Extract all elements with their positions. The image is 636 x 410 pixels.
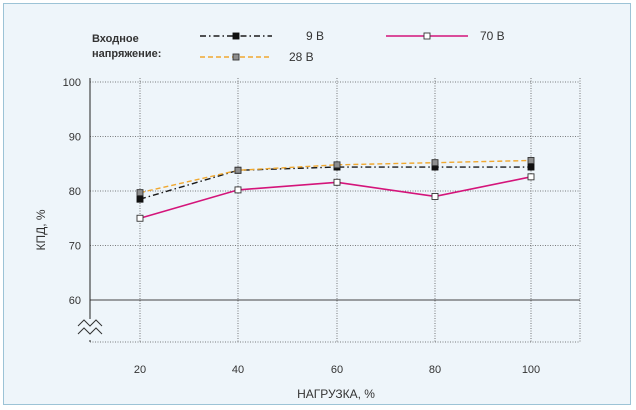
point-3-x20 [136,189,144,197]
y-tick-label-80: 80 [69,186,81,198]
x-tick-label-80: 80 [429,364,441,376]
grid-lines [90,78,581,343]
series-layer [136,157,535,222]
point-3-x60 [333,161,341,169]
series-line-1 [139,166,531,200]
y-tick-label-90: 90 [69,132,81,144]
point-2-x20 [136,214,144,222]
y-tick-label-60: 60 [69,295,81,307]
legend-title-line2: напряжение: [92,48,161,60]
point-3-x100 [527,157,535,164]
point-2-x80 [431,192,439,200]
legend: Входное напряжение: 9 В 70 В 28 В [92,29,505,64]
y-tick-label-70: 70 [69,241,81,253]
legend-label-3: 28 В [289,50,314,64]
x-tick-label-60: 60 [331,364,343,376]
series-line-3 [139,159,532,194]
efficiency-chart: 60 70 80 90 100 20 40 60 80 100 НАГРУЗКА, % КПД, … [34,29,581,401]
point-3-x80 [431,159,439,167]
series-3 [136,157,535,197]
point-3-x40 [234,166,242,174]
legend-entry-1: 9 В [200,29,324,43]
point-2-x100 [527,173,535,181]
axis-break-upper [77,319,103,327]
legend-label-1: 9 В [306,29,324,43]
tick-labels: 60 70 80 90 100 20 40 60 80 100 [63,77,541,376]
legend-entry-2: 70 В [386,29,505,43]
legend-entry-3: 28 В [200,50,314,64]
chart-frame: 60 70 80 90 100 20 40 60 80 100 НАГРУЗКА, % КПД, … [3,3,631,405]
axis-break-lower [77,327,103,335]
x-axis-label: НАГРУЗКА, % [297,387,375,401]
point-1-x20 [136,195,144,203]
x-tick-label-20: 20 [134,364,146,376]
legend-marker-1 [232,32,240,40]
axes [77,78,103,342]
x-tick-label-100: 100 [522,364,540,376]
legend-title-line1: Входное [92,33,139,45]
legend-marker-2 [423,32,431,40]
y-axis-label: КПД, % [34,209,48,250]
y-tick-label-100: 100 [63,77,81,89]
legend-label-2: 70 В [480,29,505,43]
point-1-x100 [527,163,535,171]
legend-marker-3 [232,53,240,61]
x-tick-label-40: 40 [232,364,244,376]
series-2 [136,173,535,222]
point-2-x60 [333,178,341,186]
point-2-x40 [234,186,242,194]
